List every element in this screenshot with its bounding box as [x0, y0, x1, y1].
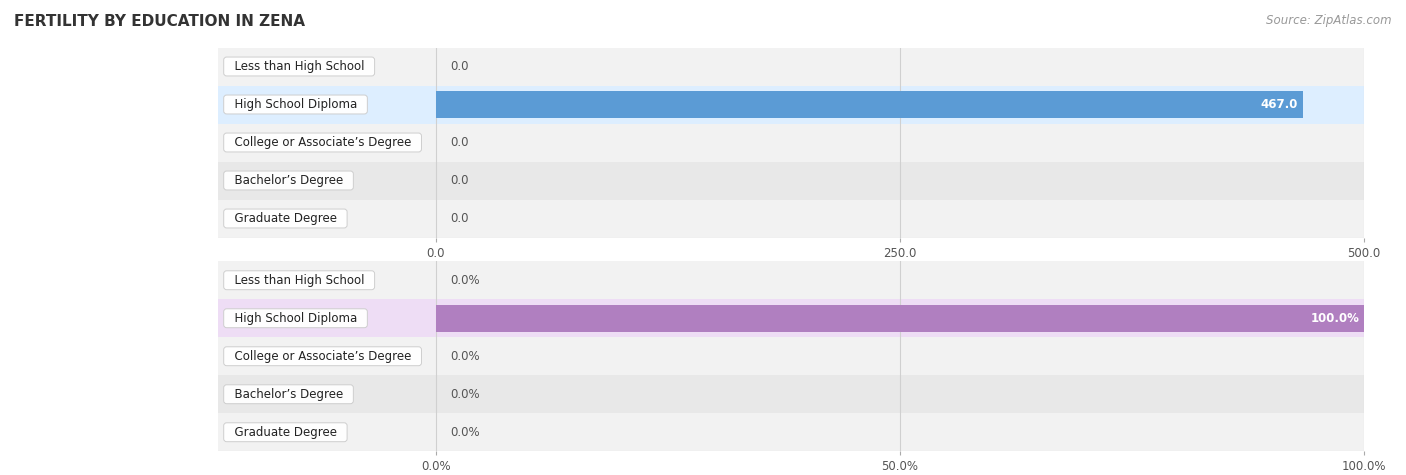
Text: Graduate Degree: Graduate Degree	[226, 212, 344, 225]
Text: College or Associate’s Degree: College or Associate’s Degree	[226, 136, 419, 149]
Text: Bachelor’s Degree: Bachelor’s Degree	[226, 388, 350, 401]
Bar	[218, 86, 1364, 124]
Text: 0.0: 0.0	[450, 60, 468, 73]
Text: 0.0: 0.0	[450, 212, 468, 225]
Text: Graduate Degree: Graduate Degree	[226, 426, 344, 439]
Text: Bachelor’s Degree: Bachelor’s Degree	[226, 174, 350, 187]
Bar	[218, 261, 1364, 299]
Bar	[218, 337, 1364, 375]
Bar	[436, 91, 1302, 118]
Text: 100.0%: 100.0%	[1310, 312, 1360, 325]
Bar	[218, 48, 1364, 86]
Bar	[218, 162, 1364, 199]
Text: Source: ZipAtlas.com: Source: ZipAtlas.com	[1267, 14, 1392, 27]
Bar	[218, 200, 1364, 238]
Bar	[218, 413, 1364, 451]
Text: 467.0: 467.0	[1261, 98, 1298, 111]
Text: 0.0%: 0.0%	[450, 274, 479, 287]
Bar	[218, 299, 1364, 337]
Text: High School Diploma: High School Diploma	[226, 312, 364, 325]
Text: Less than High School: Less than High School	[226, 274, 371, 287]
Bar	[218, 124, 1364, 162]
Text: College or Associate’s Degree: College or Associate’s Degree	[226, 350, 419, 363]
Text: 0.0%: 0.0%	[450, 388, 479, 401]
Bar	[218, 375, 1364, 413]
Text: High School Diploma: High School Diploma	[226, 98, 364, 111]
Text: FERTILITY BY EDUCATION IN ZENA: FERTILITY BY EDUCATION IN ZENA	[14, 14, 305, 29]
Bar	[436, 304, 1364, 332]
Text: 0.0%: 0.0%	[450, 350, 479, 363]
Text: 0.0%: 0.0%	[450, 426, 479, 439]
Text: Less than High School: Less than High School	[226, 60, 371, 73]
Text: 0.0: 0.0	[450, 136, 468, 149]
Text: 0.0: 0.0	[450, 174, 468, 187]
